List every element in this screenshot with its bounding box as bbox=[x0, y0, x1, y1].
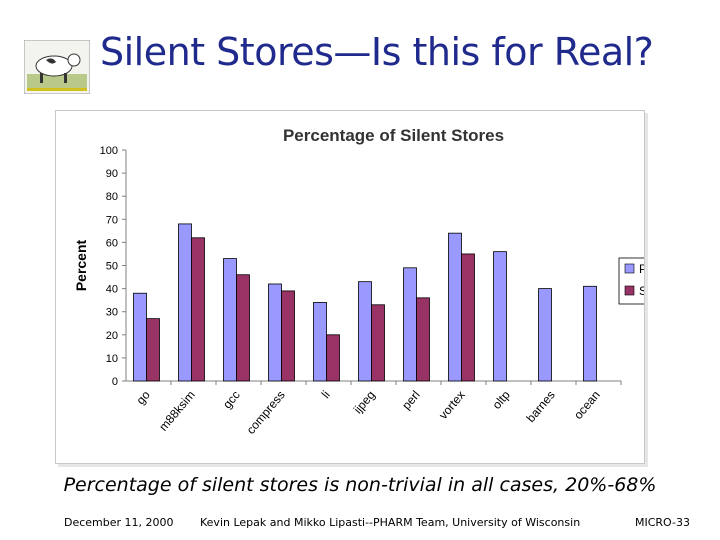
y-tick-label: 0 bbox=[112, 376, 118, 388]
bar-ppc-oltp bbox=[493, 251, 507, 382]
legend-swatch-ss bbox=[624, 285, 635, 296]
slide-caption: Percentage of silent stores is non-trivi… bbox=[63, 474, 657, 496]
x-tick-label: gcc bbox=[220, 388, 243, 411]
bar-ss-li bbox=[326, 334, 340, 382]
bar-ppc-gcc bbox=[223, 258, 237, 382]
bar-ppc-li bbox=[313, 302, 327, 382]
footer-authors: Kevin Lepak and Mikko Lipasti--PHARM Tea… bbox=[200, 516, 581, 529]
bar-ppc-perl bbox=[403, 267, 417, 382]
y-tick-label: 40 bbox=[106, 284, 118, 296]
footer-date: December 11, 2000 bbox=[64, 516, 174, 529]
y-tick-label: 60 bbox=[106, 237, 118, 249]
y-tick-label: 50 bbox=[106, 261, 118, 273]
x-tick-label: m88ksim bbox=[156, 388, 198, 434]
legend-label-ss: SS bbox=[639, 284, 644, 298]
x-tick-label: go bbox=[133, 388, 153, 407]
y-tick-label: 100 bbox=[100, 145, 118, 157]
x-tick-label: perl bbox=[399, 388, 423, 412]
bar-ss-perl bbox=[416, 297, 430, 382]
bar-ppc-go bbox=[133, 292, 147, 382]
footer-venue: MICRO-33 bbox=[635, 516, 690, 529]
x-tick-label: ijpeg bbox=[351, 388, 378, 416]
x-tick-label: compress bbox=[244, 388, 288, 437]
bar-ppc-ijpeg bbox=[358, 281, 372, 382]
bar-ss-go bbox=[146, 318, 160, 382]
bar-ss-ijpeg bbox=[371, 304, 385, 382]
x-tick-label: barnes bbox=[523, 388, 557, 425]
y-tick-label: 10 bbox=[106, 353, 118, 365]
bar-ss-vortex bbox=[461, 253, 475, 382]
y-tick-label: 80 bbox=[106, 191, 118, 203]
x-tick-label: oltp bbox=[490, 388, 513, 412]
cow-logo-icon bbox=[24, 40, 90, 94]
legend-label-ppc: PPC bbox=[639, 262, 644, 276]
x-tick-label: ocean bbox=[571, 388, 603, 422]
bar-ppc-compress bbox=[268, 283, 282, 382]
y-tick-label: 20 bbox=[106, 330, 118, 342]
chart-title: Percentage of Silent Stores bbox=[283, 126, 504, 145]
legend-swatch-ppc bbox=[624, 263, 635, 274]
bar-chart: Percentage of Silent Stores Percent 0 10 20 3… bbox=[73, 126, 644, 437]
bar-ppc-m88ksim bbox=[178, 223, 192, 382]
bar-ppc-barnes bbox=[538, 288, 552, 382]
bar-ppc-vortex bbox=[448, 232, 462, 382]
x-tick-label: li bbox=[319, 388, 333, 401]
chart-panel: Percentage of Silent Stores Percent 0 10 20 3… bbox=[55, 110, 645, 464]
y-tick-label: 90 bbox=[106, 168, 118, 180]
slide-title: Silent Stores—Is this for Real? bbox=[100, 30, 654, 74]
bar-ppc-ocean bbox=[583, 285, 597, 382]
y-axis-label: Percent bbox=[73, 239, 89, 291]
y-tick-label: 30 bbox=[106, 307, 118, 319]
x-tick-label: vortex bbox=[436, 388, 468, 422]
y-tick-label: 70 bbox=[106, 214, 118, 226]
bar-ss-compress bbox=[281, 290, 295, 382]
bar-ss-m88ksim bbox=[191, 237, 205, 382]
bar-ss-gcc bbox=[236, 274, 250, 382]
